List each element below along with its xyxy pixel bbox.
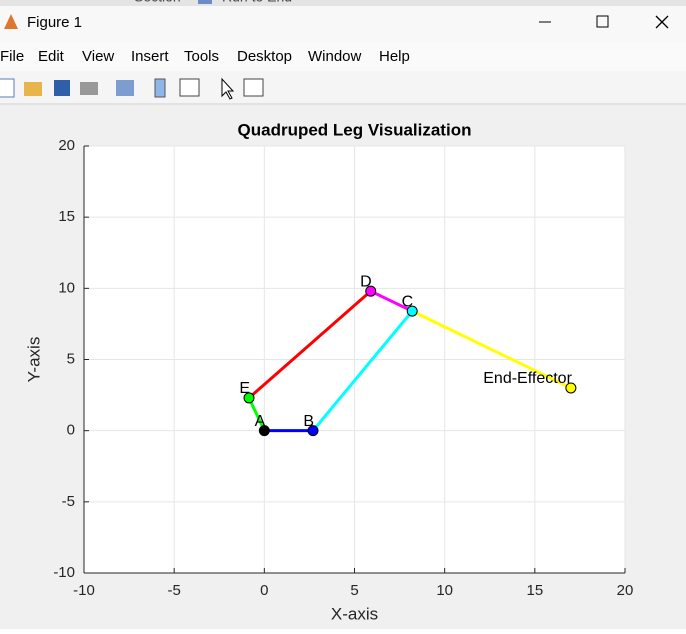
property-button[interactable]	[243, 78, 264, 97]
x-tick-label: -5	[167, 582, 180, 599]
colorbar-button[interactable]	[154, 78, 166, 98]
close-button[interactable]	[655, 15, 669, 29]
link-segment	[247, 397, 266, 432]
link-segment	[311, 310, 414, 432]
toolbar	[0, 71, 686, 105]
print-button[interactable]	[80, 82, 98, 95]
joint-label: C	[402, 293, 414, 310]
joint-label: End-Effector	[483, 370, 572, 387]
save-button[interactable]	[54, 80, 70, 96]
x-tick-label: 15	[526, 582, 543, 599]
matlab-icon	[4, 14, 18, 29]
joint-label: A	[255, 413, 266, 430]
joint-label: B	[303, 413, 314, 430]
legend-button[interactable]	[179, 78, 200, 97]
y-tick-label: -5	[62, 493, 75, 510]
x-tick-label: 5	[350, 582, 358, 599]
joint-marker	[243, 392, 255, 404]
menu-item[interactable]: Tools	[184, 48, 219, 65]
joint-marker	[258, 425, 270, 437]
joint-label: E	[239, 380, 250, 397]
menu-item[interactable]: Window	[308, 48, 362, 65]
menu-item[interactable]: Edit	[38, 48, 65, 65]
new-figure-button[interactable]	[0, 78, 15, 98]
link-segment	[370, 289, 413, 313]
joint-marker	[406, 305, 418, 317]
menu-item[interactable]: Insert	[131, 48, 169, 65]
x-tick-label: 20	[617, 582, 634, 599]
menu-item[interactable]: View	[82, 48, 114, 65]
y-tick-label: 5	[67, 350, 75, 367]
y-tick-label: -10	[53, 564, 75, 581]
window-title: Figure 1	[27, 14, 82, 31]
menu-item[interactable]: File	[0, 48, 24, 65]
title-bar	[0, 6, 686, 42]
menu-item[interactable]: Help	[379, 48, 410, 65]
y-tick-label: 20	[58, 137, 75, 154]
x-tick-label: 10	[436, 582, 453, 599]
menu-bar	[0, 42, 686, 71]
background-text: Section	[134, 0, 181, 5]
open-button[interactable]	[24, 82, 42, 96]
y-tick-label: 15	[58, 208, 75, 225]
x-tick-label: 0	[260, 582, 268, 599]
link-button[interactable]	[116, 80, 134, 96]
menu-item[interactable]: Desktop	[237, 48, 292, 65]
y-tick-label: 0	[67, 422, 75, 439]
joint-marker	[565, 382, 577, 394]
background-icon	[198, 0, 212, 4]
link-segment	[248, 290, 372, 400]
background-text: Run to End	[222, 0, 292, 5]
joint-label: D	[360, 273, 372, 290]
x-tick-label: -10	[73, 582, 95, 599]
joint-marker	[307, 425, 319, 437]
maximize-button[interactable]	[596, 15, 609, 28]
x-axis-label: X-axis	[331, 604, 378, 623]
y-tick-label: 10	[58, 279, 75, 296]
y-axis-label: Y-axis	[24, 337, 43, 383]
link-segment	[411, 309, 572, 390]
background-strip	[0, 0, 686, 6]
joint-marker	[365, 285, 377, 297]
chart-title: Quadruped Leg Visualization	[238, 120, 472, 139]
pointer-button[interactable]	[221, 77, 235, 100]
